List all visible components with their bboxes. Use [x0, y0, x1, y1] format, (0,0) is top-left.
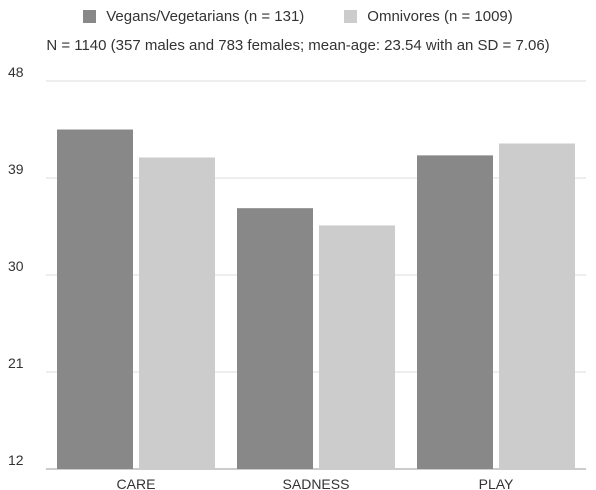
bar-sadness-series-1 — [237, 208, 313, 469]
y-tick-label: 39 — [8, 161, 24, 177]
legend-label-series-2: Omnivores (n = 1009) — [367, 8, 513, 25]
y-tick-label: 12 — [8, 452, 24, 468]
legend-item-series-2: Omnivores (n = 1009) — [344, 8, 513, 25]
legend-item-series-1: Vegans/Vegetarians (n = 131) — [83, 8, 304, 25]
bar-play-series-2 — [499, 143, 575, 469]
legend-swatch-series-1 — [83, 10, 97, 23]
x-tick-label: CARE — [117, 476, 156, 490]
y-tick-label: 48 — [8, 64, 24, 80]
legend: Vegans/Vegetarians (n = 131) Omnivores (… — [0, 8, 596, 25]
bar-care-series-2 — [139, 157, 215, 469]
chart-subtitle: N = 1140 (357 males and 783 females; mea… — [46, 37, 550, 54]
legend-label-series-1: Vegans/Vegetarians (n = 131) — [106, 8, 305, 25]
y-tick-label: 21 — [8, 355, 24, 371]
x-tick-label: SADNESS — [283, 476, 350, 490]
y-tick-label: 30 — [8, 258, 24, 274]
x-tick-label: PLAY — [479, 476, 514, 490]
bar-sadness-series-2 — [319, 225, 395, 469]
bar-care-series-1 — [57, 129, 133, 469]
bar-play-series-1 — [417, 155, 493, 469]
legend-swatch-series-2 — [344, 10, 358, 23]
